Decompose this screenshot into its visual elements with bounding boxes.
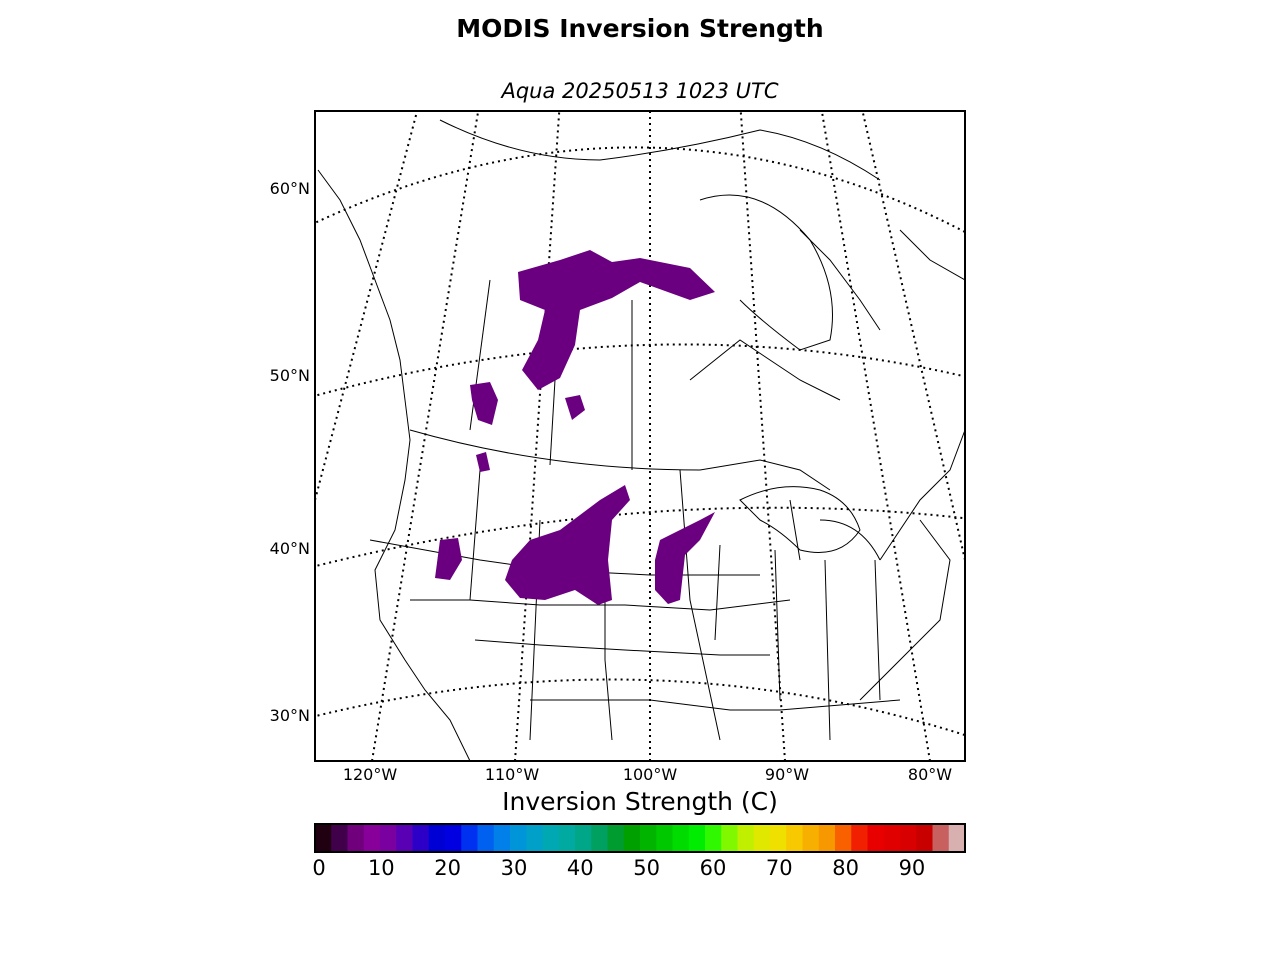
colorbar-cell [851, 824, 869, 852]
colorbar-cell [656, 824, 674, 852]
data-blob-montana-north [476, 452, 490, 472]
inversion-data [435, 250, 715, 605]
colorbar [314, 823, 966, 853]
lat-label-40n: 40°N [269, 539, 310, 558]
colorbar-cell [542, 824, 560, 852]
colorbar-cell [737, 824, 755, 852]
colorbar-cell [721, 824, 739, 852]
colorbar-cell [510, 824, 527, 852]
colorbar-cell [315, 824, 332, 852]
data-blob-idaho-nevada [435, 538, 462, 580]
colorbar-cell [753, 824, 771, 852]
lon-label-120w: 120°W [342, 765, 398, 784]
colorbar-cell [705, 824, 722, 852]
lon-label-110w: 110°W [484, 765, 540, 784]
colorbar-tick-label: 0 [312, 856, 326, 880]
colorbar-cell [948, 824, 966, 852]
colorbar-tick-label: 10 [367, 856, 395, 880]
lon-label-90w: 90°W [764, 765, 810, 784]
colorbar-tick-label: 70 [765, 856, 793, 880]
colorbar-cell [770, 824, 787, 852]
map-subtitle: Aqua 20250513 1023 UTC [501, 79, 779, 103]
colorbar-cell [396, 824, 414, 852]
data-blob-kansas-nebraska [655, 512, 715, 604]
colorbar-cell [835, 824, 852, 852]
colorbar-cell [526, 824, 544, 852]
colorbar-cell [688, 824, 706, 852]
colorbar-tick-label: 40 [566, 856, 594, 880]
colorbar-cell [380, 824, 397, 852]
lat-label-30n: 30°N [269, 706, 310, 725]
lat-label-50n: 50°N [269, 366, 310, 385]
colorbar-label: Inversion Strength (C) [502, 787, 778, 816]
colorbar-cell [331, 824, 349, 852]
colorbar-cell [591, 824, 609, 852]
colorbar-cell [493, 824, 511, 852]
colorbar-cell [883, 824, 901, 852]
colorbar-cell [445, 824, 462, 852]
colorbar-cell [558, 824, 576, 852]
colorbar-tick-label: 60 [699, 856, 727, 880]
colorbar-cell [347, 824, 365, 852]
colorbar-cell [818, 824, 836, 852]
lon-label-80w: 80°W [907, 765, 953, 784]
map-title: MODIS Inversion Strength [456, 14, 824, 43]
colorbar-tick-label: 50 [633, 856, 660, 880]
data-blob-central-saskatchewan [565, 395, 585, 420]
colorbar-cell [461, 824, 479, 852]
colorbar-cell [802, 824, 820, 852]
colorbar-cell [867, 824, 885, 852]
colorbar-cell [900, 824, 917, 852]
colorbar-cell [672, 824, 690, 852]
colorbar-cell [916, 824, 934, 852]
lat-label-60n: 60°N [269, 179, 310, 198]
colorbar-tick-label: 20 [434, 856, 461, 880]
colorbar-tick-label: 90 [898, 856, 926, 880]
colorbar-cell [477, 824, 495, 852]
data-blob-northern-alberta-saskatchewan [518, 250, 715, 390]
graticule-latitudes [315, 146, 965, 737]
colorbar-cell [786, 824, 804, 852]
colorbar-tick-label: 80 [832, 856, 859, 880]
lon-label-100w: 100°W [622, 765, 678, 784]
colorbar-cell [363, 824, 381, 852]
data-blob-wyoming-colorado [505, 485, 630, 605]
colorbar-cell [575, 824, 592, 852]
colorbar-cell [623, 824, 641, 852]
colorbar-tick-label: 30 [500, 856, 528, 880]
colorbar-frame [314, 823, 966, 853]
colorbar-cell [428, 824, 446, 852]
graticule-meridians [315, 111, 965, 761]
colorbar-cell [932, 824, 950, 852]
colorbar-cell [412, 824, 430, 852]
colorbar-cell [607, 824, 625, 852]
colorbar-cell [640, 824, 657, 852]
country-state-borders [317, 119, 965, 761]
map-frame [314, 110, 966, 762]
data-blob-southern-alberta-montana [470, 382, 498, 425]
